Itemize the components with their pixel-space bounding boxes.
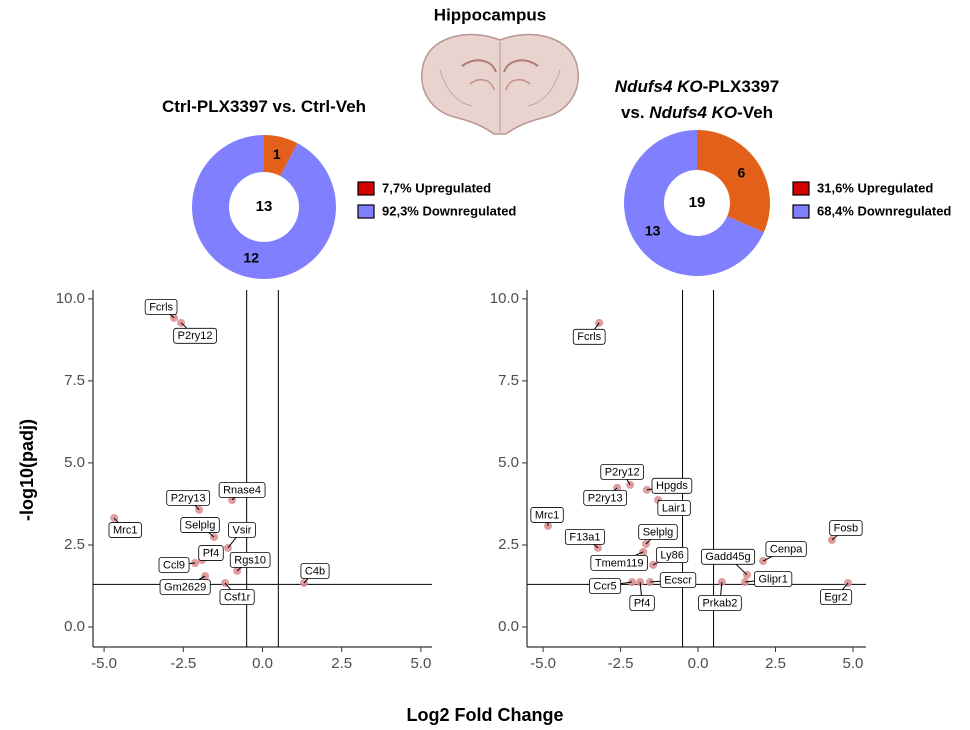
point-label: Ecscr — [664, 574, 692, 586]
title-segment: Ndufs4 KO — [649, 103, 737, 122]
point-label: P2ry12 — [605, 466, 640, 478]
y-tick-label: 7.5 — [498, 372, 519, 389]
legend-label: 68,4% Downregulated — [817, 203, 951, 218]
point-label: Pf4 — [203, 547, 220, 559]
donut-total: 19 — [689, 194, 706, 211]
title-segment: Ndufs4 KO — [615, 77, 703, 96]
x-tick-label: 5.0 — [843, 655, 864, 672]
figure-title: Hippocampus — [434, 5, 546, 24]
slice-label: 13 — [645, 223, 661, 239]
x-tick-label: -2.5 — [170, 655, 196, 672]
point-label: Mrc1 — [535, 509, 559, 521]
point-label: Gadd45g — [705, 551, 750, 563]
x-tick-label: 5.0 — [410, 655, 431, 672]
x-tick-label: 2.5 — [765, 655, 786, 672]
x-tick-label: -2.5 — [608, 655, 634, 672]
slice-label: 1 — [273, 146, 281, 162]
point-label: Rnase4 — [223, 484, 261, 496]
point-label: Hpgds — [656, 480, 688, 492]
y-tick-label: 5.0 — [498, 454, 519, 471]
y-tick-label: 2.5 — [498, 536, 519, 553]
point-label: Ccl9 — [163, 559, 185, 571]
x-axis-title: Log2 Fold Change — [407, 705, 564, 725]
point-label: P2ry13 — [171, 492, 206, 504]
point-label: Fosb — [834, 522, 858, 534]
y-tick-label: 10.0 — [56, 290, 85, 307]
point-label: Cenpa — [770, 543, 803, 555]
legend-label: 7,7% Upregulated — [382, 180, 491, 195]
legend-label: 31,6% Upregulated — [817, 180, 933, 195]
legend-swatch — [358, 205, 374, 218]
figure: Hippocampus -log10(padj) Log2 Fold Chang… — [0, 0, 970, 730]
point-label: Fcrls — [577, 331, 601, 343]
y-axis-title: -log10(padj) — [17, 419, 37, 521]
point-label: F13a1 — [569, 531, 600, 543]
brain-illustration — [422, 35, 578, 134]
legend-swatch — [793, 205, 809, 218]
point-label: Tmem119 — [595, 557, 644, 569]
point-label: Glipr1 — [758, 573, 787, 585]
x-tick-label: 2.5 — [331, 655, 352, 672]
point-label: Prkab2 — [702, 597, 737, 609]
x-tick-label: -5.0 — [91, 655, 117, 672]
point-label: Csf1r — [224, 591, 251, 603]
title-segment: -Veh — [737, 103, 773, 122]
x-tick-label: 0.0 — [252, 655, 273, 672]
title-segment: vs. — [621, 103, 649, 122]
legend-label: 92,3% Downregulated — [382, 203, 516, 218]
legend-swatch — [793, 182, 809, 195]
point-label: P2ry12 — [178, 330, 213, 342]
point-label: Ly86 — [660, 549, 683, 561]
y-tick-label: 5.0 — [64, 454, 85, 471]
chart-title: Ctrl-PLX3397 vs. Ctrl-Veh — [162, 97, 366, 116]
y-tick-label: 10.0 — [490, 290, 519, 307]
point-label: C4b — [305, 565, 325, 577]
point-label: Selplg — [185, 519, 216, 531]
y-tick-label: 7.5 — [64, 372, 85, 389]
legend-swatch — [358, 182, 374, 195]
y-tick-label: 2.5 — [64, 536, 85, 553]
point-label: Mrc1 — [113, 524, 137, 536]
point-label: Pf4 — [634, 597, 651, 609]
point-label: Gm2629 — [164, 582, 206, 594]
x-tick-label: 0.0 — [688, 655, 709, 672]
point-label: P2ry13 — [588, 492, 623, 504]
point-label: Selplg — [643, 526, 674, 538]
y-tick-label: 0.0 — [498, 618, 519, 635]
point-label: Lair1 — [662, 502, 686, 514]
chart-title: Ndufs4 KO-PLX3397 — [615, 77, 779, 96]
page: Hippocampus -log10(padj) Log2 Fold Chang… — [0, 0, 970, 730]
point-label: Fcrls — [149, 301, 173, 313]
donut-slice — [697, 130, 770, 232]
title-segment: Ctrl-PLX3397 vs. Ctrl-Veh — [162, 97, 366, 116]
slice-label: 6 — [737, 165, 745, 181]
title-segment: -PLX3397 — [703, 77, 780, 96]
point-label: Vsir — [232, 524, 251, 536]
donut-total: 13 — [256, 198, 273, 215]
point-label: Ccr5 — [593, 580, 616, 592]
y-tick-label: 0.0 — [64, 618, 85, 635]
x-tick-label: -5.0 — [530, 655, 556, 672]
point-label: Rgs10 — [234, 554, 266, 566]
slice-label: 12 — [243, 250, 259, 266]
point-label: Egr2 — [824, 591, 847, 603]
chart-title: vs. Ndufs4 KO-Veh — [621, 103, 773, 122]
